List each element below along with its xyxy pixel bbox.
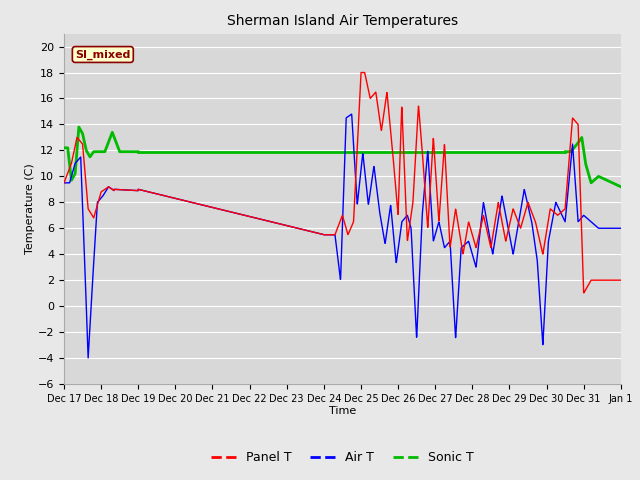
- Title: Sherman Island Air Temperatures: Sherman Island Air Temperatures: [227, 14, 458, 28]
- Text: SI_mixed: SI_mixed: [75, 49, 131, 60]
- Y-axis label: Temperature (C): Temperature (C): [25, 163, 35, 254]
- Legend: Panel T, Air T, Sonic T: Panel T, Air T, Sonic T: [206, 446, 479, 469]
- X-axis label: Time: Time: [329, 407, 356, 417]
